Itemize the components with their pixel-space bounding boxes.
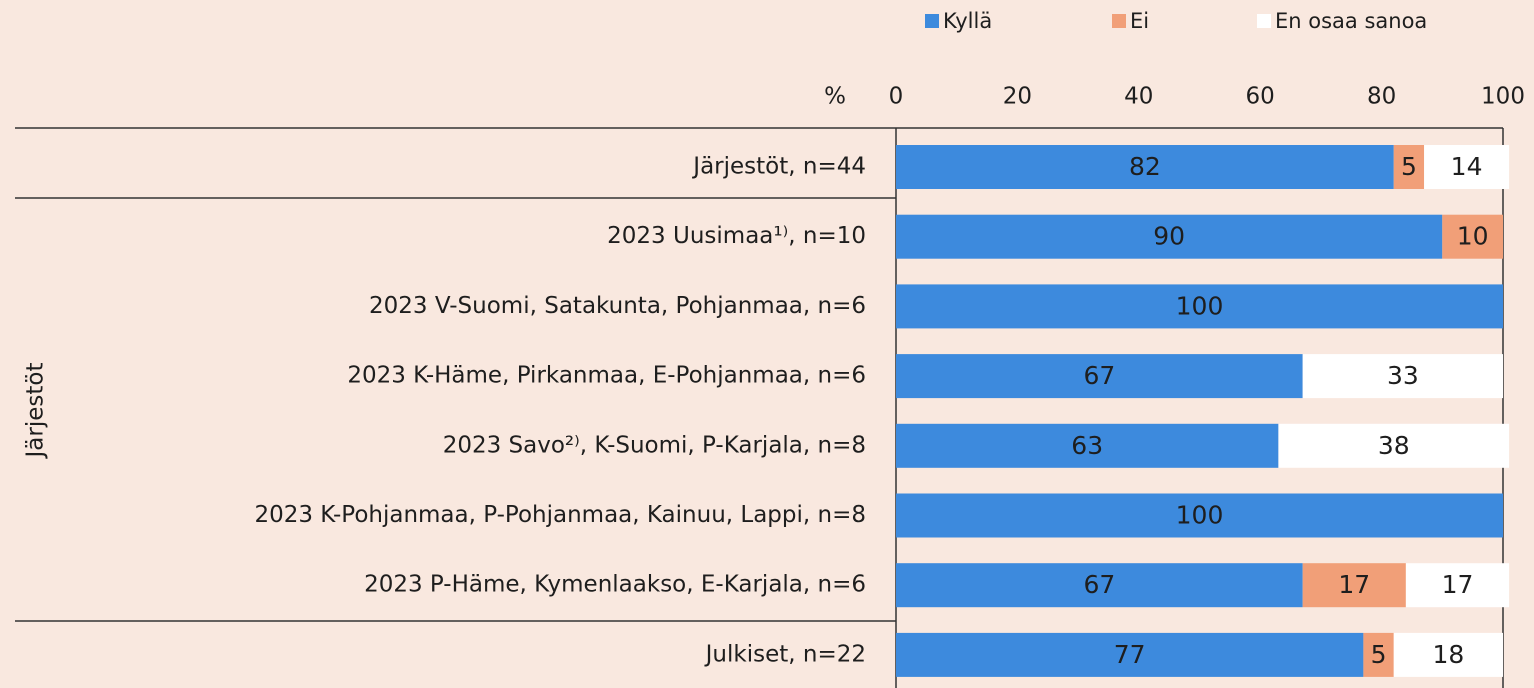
bar-segment: [896, 284, 1503, 329]
y-tick-label: 2023 V-Suomi, Satakunta, Pohjanmaa, n=6: [369, 293, 866, 319]
value-label: 38: [1378, 431, 1410, 460]
bar-segment: [896, 214, 1443, 259]
bar-segment: [1393, 632, 1503, 677]
y-tick-label: 2023 K-Pohjanmaa, P-Pohjanmaa, Kainuu, L…: [254, 502, 866, 528]
bar-segment: [896, 563, 1303, 608]
bar-segment: [1442, 214, 1503, 259]
y-tick-label: 2023 K-Häme, Pirkanmaa, E-Pohjanmaa, n=6: [347, 363, 866, 389]
value-label: 10: [1457, 222, 1489, 251]
bar-segment: [1393, 145, 1425, 189]
value-label: 18: [1432, 640, 1464, 669]
value-label: 100: [1176, 291, 1224, 320]
legend-label: Ei: [1130, 9, 1149, 33]
value-label: 100: [1176, 501, 1224, 530]
x-tick-label: 0: [889, 84, 904, 110]
legend-swatch: [925, 14, 939, 28]
value-label: 17: [1442, 570, 1474, 599]
legend-label: Kyllä: [943, 9, 992, 33]
bar-segment: [1424, 145, 1510, 189]
y-tick-label: 2023 Savo²⁾, K-Suomi, P-Karjala, n=8: [443, 432, 866, 458]
value-label: 67: [1083, 361, 1115, 390]
value-label: 5: [1371, 640, 1387, 669]
value-label: 63: [1071, 431, 1103, 460]
value-label: 82: [1129, 152, 1161, 181]
x-tick-label: 80: [1367, 84, 1396, 110]
legend-swatch: [1112, 14, 1126, 28]
bar-segment: [1405, 563, 1510, 608]
y-tick-label: 2023 Uusimaa¹⁾, n=10: [607, 223, 866, 249]
x-tick-label: 40: [1124, 84, 1153, 110]
bar-segment: [1302, 563, 1406, 608]
value-label: 90: [1153, 222, 1185, 251]
value-label: 5: [1401, 152, 1417, 181]
value-label: 14: [1451, 152, 1483, 181]
value-label: 33: [1387, 361, 1419, 390]
x-tick-label: 20: [1003, 84, 1032, 110]
value-label: 17: [1338, 570, 1370, 599]
legend-label: En osaa sanoa: [1275, 9, 1427, 33]
bar-segment: [896, 632, 1364, 677]
y-tick-label: Julkiset, n=22: [704, 641, 866, 667]
y-tick-label: Järjestöt, n=44: [691, 154, 866, 180]
bar-segment: [1278, 423, 1510, 468]
bar-segment: [896, 493, 1503, 538]
y-tick-label: 2023 P-Häme, Kymenlaakso, E-Karjala, n=6: [364, 572, 866, 598]
x-tick-label: 100: [1481, 84, 1525, 110]
bar-segment: [1302, 354, 1503, 399]
value-label: 77: [1114, 640, 1146, 669]
x-axis-label: %: [824, 84, 846, 110]
bar-segment: [896, 145, 1394, 189]
value-label: 67: [1083, 570, 1115, 599]
bar-segment: [1363, 632, 1394, 677]
bar-segment: [896, 423, 1279, 468]
group-label: Järjestöt: [23, 363, 49, 460]
x-tick-label: 60: [1246, 84, 1275, 110]
legend-swatch: [1257, 14, 1271, 28]
bar-segment: [896, 354, 1303, 399]
